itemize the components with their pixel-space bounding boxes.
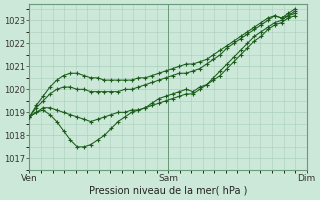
X-axis label: Pression niveau de la mer( hPa ): Pression niveau de la mer( hPa ) — [89, 186, 247, 196]
